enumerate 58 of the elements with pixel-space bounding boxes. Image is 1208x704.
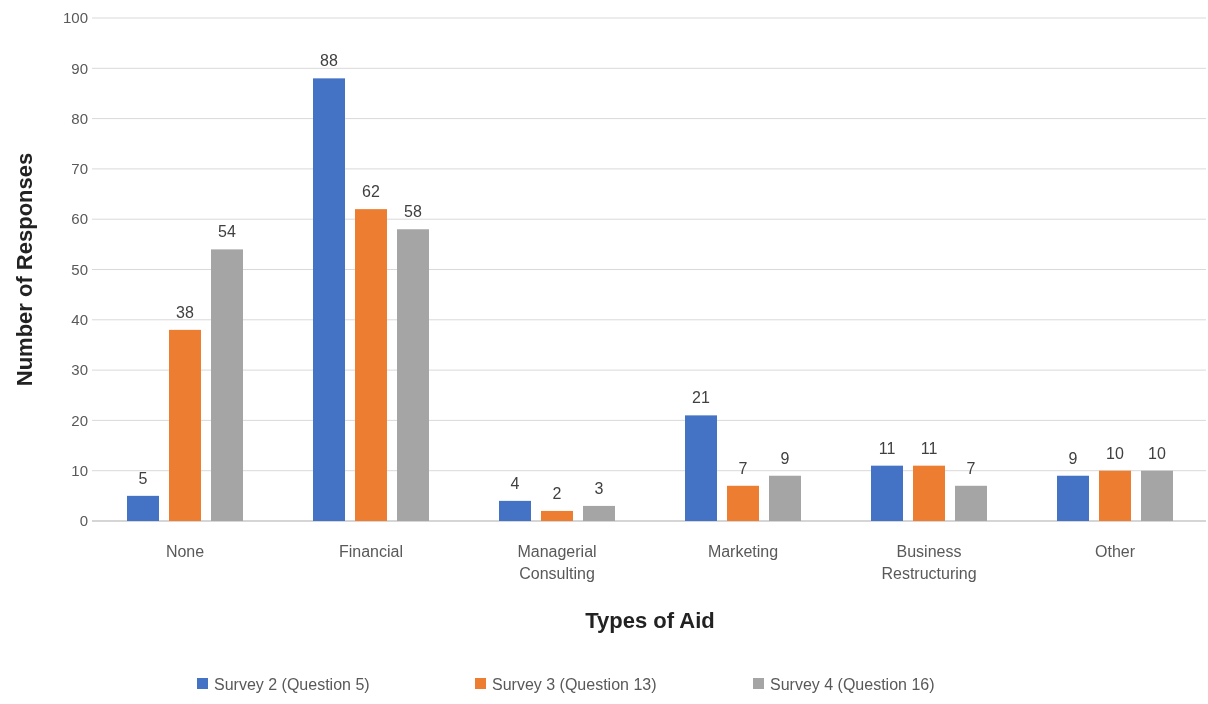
bar: [871, 465, 903, 521]
bar: [955, 485, 987, 521]
bar: [583, 505, 615, 521]
x-tick-label: Other: [1094, 543, 1136, 560]
data-label: 9: [780, 449, 790, 467]
bar: [541, 510, 573, 521]
y-tick-label: 0: [79, 512, 88, 530]
data-label: 54: [218, 223, 236, 241]
bar: [211, 249, 243, 521]
bar: [1141, 470, 1173, 521]
y-tick-label: 10: [71, 461, 88, 479]
bar: [355, 209, 387, 521]
bar: [1099, 470, 1131, 521]
data-label: 11: [878, 439, 896, 457]
data-label: 62: [362, 183, 380, 201]
legend-label: Survey 3 (Question 13): [492, 675, 657, 693]
legend-label: Survey 2 (Question 5): [214, 675, 370, 693]
x-tick-label: Financial: [338, 543, 404, 560]
data-label: 3: [594, 479, 604, 497]
y-tick-label: 100: [62, 9, 88, 27]
bar: [727, 485, 759, 521]
data-label: 4: [510, 474, 520, 492]
y-tick-label: 50: [71, 260, 88, 278]
data-label: 11: [920, 439, 938, 457]
y-tick-label: 70: [71, 160, 88, 178]
bar: [913, 465, 945, 521]
x-tick-label: Business Restructuring: [881, 543, 977, 582]
y-tick-label: 20: [71, 411, 88, 429]
bar: [397, 229, 429, 521]
data-label: 9: [1068, 449, 1078, 467]
x-axis-title: Types of Aid: [585, 608, 715, 633]
y-tick-label: 40: [71, 311, 88, 329]
data-label: 21: [692, 389, 710, 407]
bar: [685, 415, 717, 521]
y-tick-label: 80: [71, 109, 88, 127]
data-label: 5: [138, 469, 148, 487]
data-label: 10: [1106, 444, 1124, 462]
legend-label: Survey 4 (Question 16): [770, 675, 935, 693]
data-label: 38: [176, 303, 194, 321]
data-label: 10: [1148, 444, 1166, 462]
data-label: 7: [738, 459, 748, 477]
bar: [169, 329, 201, 521]
bar: [499, 500, 531, 521]
data-label: 58: [404, 203, 422, 221]
data-label: 2: [552, 484, 562, 502]
bar: [1057, 475, 1089, 521]
y-tick-label: 30: [71, 361, 88, 379]
x-tick-label: Managerial Consulting: [517, 543, 597, 582]
data-label: 7: [966, 459, 976, 477]
data-label: 88: [320, 52, 338, 70]
y-axis-title: Number of Responses: [12, 152, 37, 387]
bar: [313, 78, 345, 521]
x-tick-label: Marketing: [707, 543, 779, 560]
bar: [769, 475, 801, 521]
y-tick-label: 90: [71, 59, 88, 77]
y-tick-label: 60: [71, 210, 88, 228]
bar: [127, 495, 159, 521]
x-tick-label: None: [165, 543, 205, 560]
